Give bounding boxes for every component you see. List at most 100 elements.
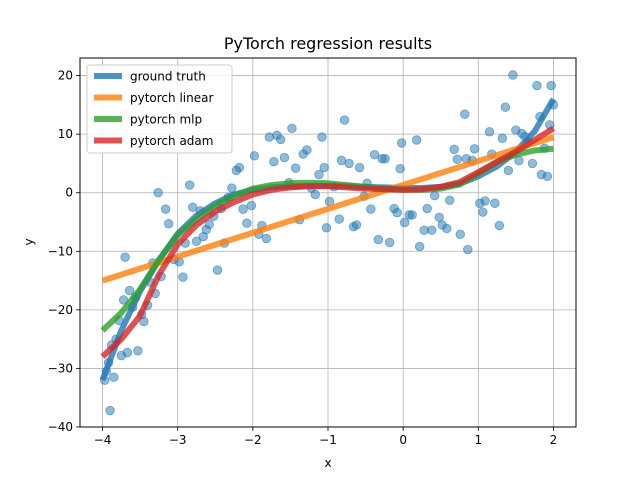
scatter-point [542, 171, 553, 182]
scatter-point [407, 210, 417, 220]
x-tick-label: 1 [474, 433, 482, 447]
scatter-point [354, 162, 365, 173]
x-tick-label: 0 [399, 433, 407, 447]
scatter-point [503, 165, 514, 176]
scatter-point [275, 134, 286, 145]
scatter-point [242, 218, 252, 228]
scatter-point [497, 133, 508, 143]
scatter-point [105, 405, 115, 416]
scatter-point [290, 163, 301, 173]
legend-label: ground truth [130, 70, 206, 84]
scatter-point [452, 154, 462, 165]
scatter-point [369, 149, 380, 160]
y-tick-label: −10 [48, 244, 73, 258]
scatter-point [399, 217, 410, 228]
scatter-point [411, 135, 422, 145]
x-tick-label: −1 [319, 433, 337, 447]
x-tick-label: −2 [244, 433, 262, 447]
scatter-point [442, 223, 452, 234]
scatter-point [334, 214, 344, 224]
scatter-point [532, 80, 542, 91]
scatter-point [188, 202, 198, 213]
scatter-point [384, 237, 395, 248]
scatter-point [133, 346, 143, 356]
scatter-point [480, 196, 490, 206]
series-line-pytorch-linear [101, 134, 555, 284]
scatter-point [212, 265, 223, 275]
scatter-point [120, 252, 130, 262]
scatter-point [178, 272, 188, 282]
scatter-point [204, 219, 214, 230]
series-line-pytorch-adam [100, 125, 556, 359]
scatter-point [373, 234, 384, 245]
scatter-point [430, 190, 440, 201]
scatter-point [269, 156, 279, 167]
scatter-point [508, 70, 518, 80]
scatter-point [445, 195, 455, 206]
scatter-point [160, 204, 171, 214]
scatter-point [478, 207, 488, 217]
scatter-point [287, 123, 297, 133]
y-tick-label: −30 [48, 361, 73, 375]
series-lines [99, 97, 557, 382]
scatter-point [427, 225, 437, 235]
chart-title: PyTorch regression results [224, 34, 432, 53]
x-tick-label: 2 [550, 433, 558, 447]
legend-label: pytorch mlp [130, 113, 202, 127]
y-tick-label: 10 [58, 127, 73, 141]
scatter-point [279, 152, 290, 163]
scatter-point [139, 316, 149, 327]
y-tick-label: 20 [58, 69, 73, 83]
scatter-point [449, 144, 459, 155]
scatter-point [191, 236, 202, 247]
scatter-point [546, 80, 556, 91]
x-axis-label: x [324, 456, 331, 470]
legend-box [86, 64, 233, 154]
scatter-point [124, 285, 135, 296]
x-tick-label: −4 [94, 433, 112, 447]
scatter-point [455, 229, 465, 240]
y-axis-label: y [22, 238, 36, 245]
scatter-point [469, 144, 480, 154]
y-tick-label: −40 [48, 420, 73, 434]
scatter-point [460, 109, 470, 119]
scatter-point [339, 115, 350, 125]
scatter-point [500, 102, 511, 112]
scatter-point [249, 151, 260, 161]
scatter-point [380, 154, 390, 164]
scatter-point [163, 219, 174, 229]
scatter-point [490, 198, 500, 208]
scatter-point [310, 189, 320, 200]
legend-label: pytorch adam [130, 134, 213, 148]
scatter-point [122, 347, 133, 358]
scatter-point [414, 241, 425, 252]
scatter-point [344, 158, 354, 169]
scatter-point [246, 200, 257, 211]
scatter-point [494, 220, 505, 231]
scatter-point [261, 233, 272, 244]
scatter-point [463, 244, 473, 255]
scatter-point [153, 188, 163, 198]
scatter-point [227, 183, 237, 193]
x-tick-label: −3 [169, 433, 187, 447]
scatter-point [319, 162, 329, 173]
y-tick-label: −20 [48, 303, 73, 317]
scatter-point [366, 204, 376, 214]
legend-label: pytorch linear [130, 91, 213, 105]
scatter-point [185, 180, 195, 190]
scatter-point [527, 158, 538, 169]
scatter-point [422, 203, 432, 214]
scatter-point [321, 223, 332, 233]
legend: ground truth pytorch linear pytorch mlp pyt… [86, 64, 233, 154]
scatter-point [392, 207, 402, 218]
scatter-point [314, 169, 324, 180]
scatter-point [109, 372, 119, 382]
scatter-point [302, 145, 312, 155]
y-tick-label: 0 [65, 186, 73, 200]
scatter-point [351, 220, 362, 230]
scatter-point [317, 132, 327, 142]
scatter-point [238, 204, 248, 214]
scatter-point [234, 162, 245, 173]
